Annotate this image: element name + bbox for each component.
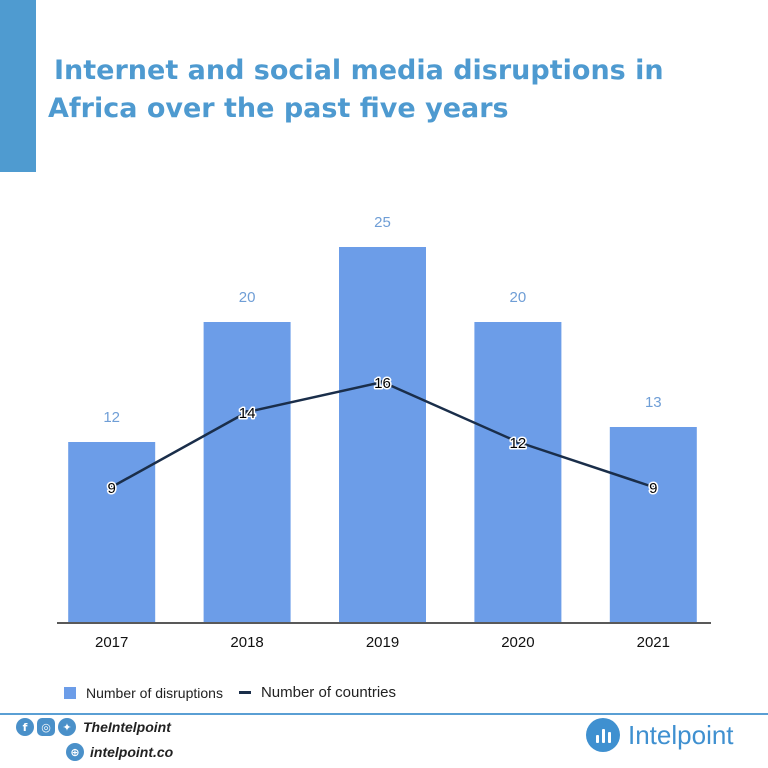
countries-point <box>651 485 656 489</box>
legend-line-swatch <box>238 691 251 694</box>
x-tick-label: 2021 <box>637 634 670 651</box>
social-handle[interactable]: TheIntelpoint <box>83 719 171 735</box>
x-tick-label: 2020 <box>501 634 534 651</box>
axis-layer: 2017 2018 2019 2020 2021 <box>57 622 711 651</box>
x-tick-label: 2017 <box>95 634 128 651</box>
bar-2019 <box>339 247 426 622</box>
facebook-icon[interactable]: f <box>16 718 34 736</box>
countries-point <box>380 380 385 384</box>
twitter-icon[interactable]: ✦ <box>58 718 76 736</box>
countries-point <box>245 410 250 414</box>
website-link: ⊕ intelpoint.co <box>66 743 173 761</box>
brand-bars-icon <box>586 718 620 752</box>
brand-logo: Intelpoint <box>586 718 734 752</box>
brand-name: Intelpoint <box>628 719 734 750</box>
footer-divider <box>0 713 768 715</box>
bar-value-label: 20 <box>239 289 256 306</box>
labels-layer: 12 20 25 20 13 9 14 16 12 9 <box>103 214 662 499</box>
countries-point <box>515 440 520 444</box>
line-value-label: 9 <box>649 480 657 497</box>
countries-point <box>109 485 114 489</box>
bar-value-label: 13 <box>645 394 662 411</box>
bar-value-label: 25 <box>374 214 391 231</box>
x-tick-label: 2019 <box>366 634 399 651</box>
line-value-label: 9 <box>108 480 116 497</box>
social-links: f ◎ ✦ TheIntelpoint <box>16 718 171 736</box>
accent-bar <box>0 0 36 172</box>
legend-bar-label: Number of disruptions <box>86 684 223 701</box>
bar-2021 <box>609 427 697 622</box>
x-tick-label: 2018 <box>230 634 263 651</box>
line-layer <box>109 380 656 489</box>
bar-value-label: 20 <box>510 289 527 306</box>
bar-2018 <box>203 322 291 622</box>
instagram-icon[interactable]: ◎ <box>37 718 55 736</box>
title-line-1: Internet and social media disruptions in <box>54 55 664 86</box>
legend: Number of disruptions Number of countrie… <box>64 684 396 701</box>
bar-2020 <box>474 322 562 622</box>
line-value-label: 16 <box>374 375 391 392</box>
title-line-2: Africa over the past five years <box>48 93 509 124</box>
line-value-label: 12 <box>510 435 527 452</box>
legend-line-label: Number of countries <box>260 684 397 701</box>
chart-title: Internet and social media disruptions in… <box>48 52 748 128</box>
bars-layer <box>68 247 697 622</box>
legend-bar-swatch <box>64 686 76 699</box>
bar-value-label: 12 <box>103 409 120 426</box>
line-value-label: 14 <box>239 405 256 422</box>
website-url[interactable]: intelpoint.co <box>90 744 174 760</box>
globe-icon: ⊕ <box>66 743 84 761</box>
